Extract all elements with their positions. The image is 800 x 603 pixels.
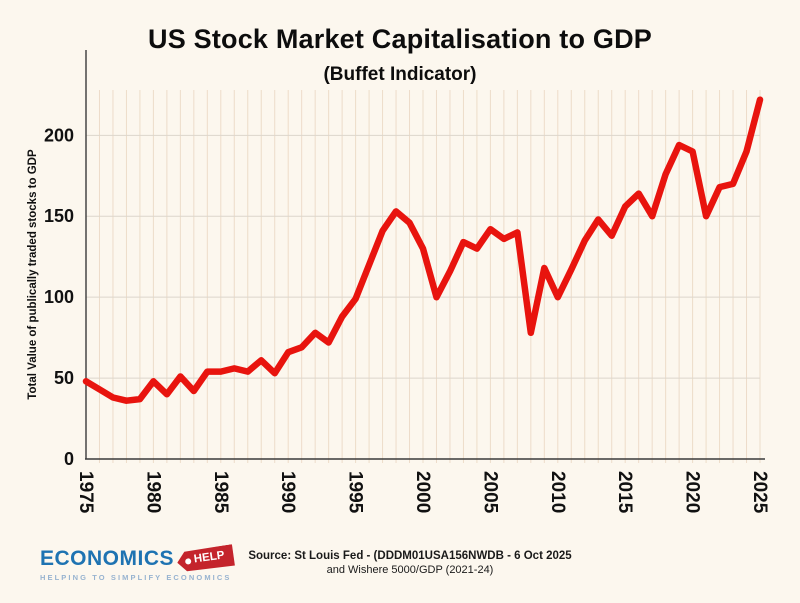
tag-hole-icon xyxy=(185,558,192,565)
x-tick-label: 1980 xyxy=(142,471,163,513)
x-tick-label: 2000 xyxy=(412,471,433,513)
buffett-indicator-line-chart: 0 50 100 150 200 1975 1980 1985 1990 1995 2000 2005… xyxy=(27,50,770,514)
series-line xyxy=(82,96,764,404)
y-tick-label: 0 xyxy=(64,449,74,469)
x-tick-label: 1995 xyxy=(345,471,366,514)
x-tick-label: 1985 xyxy=(210,471,231,514)
source-note: Source: St Louis Fed - (DDDM01USA156NWDB… xyxy=(230,550,590,576)
y-tick-label: 100 xyxy=(44,287,74,307)
x-tick-label: 2020 xyxy=(682,471,703,513)
chart-subtitle: (Buffet Indicator) xyxy=(323,64,477,85)
economics-help-logo: ECONOMICS HELP HELPING TO SIMPLIFY ECONO… xyxy=(40,548,240,582)
logo-tag-label: HELP xyxy=(193,549,226,566)
logo-tagline: HELPING TO SIMPLIFY ECONOMICS xyxy=(40,572,232,582)
source-line-1: Source: St Louis Fed - (DDDM01USA156NWDB… xyxy=(248,550,572,562)
y-tick-label: 50 xyxy=(54,368,74,388)
x-tick-label: 1975 xyxy=(75,471,96,514)
footer: ECONOMICS HELP HELPING TO SIMPLIFY ECONO… xyxy=(0,540,800,603)
y-tick-label: 200 xyxy=(44,125,74,145)
logo-text: ECONOMICS xyxy=(40,547,175,571)
logo-help-tag: HELP xyxy=(176,544,235,573)
x-tick-label: 2025 xyxy=(749,471,770,514)
chart-title: US Stock Market Capitalisation to GDP xyxy=(148,24,652,54)
source-line-2: and Wishere 5000/GDP (2021-24) xyxy=(326,564,494,576)
x-tick-label: 1990 xyxy=(277,471,298,513)
y-tick-label: 150 xyxy=(44,206,74,226)
x-tick-label: 2005 xyxy=(479,471,500,514)
x-tick-label: 2010 xyxy=(547,471,568,513)
y-axis-title: Total Value of publically traded stocks … xyxy=(27,149,39,400)
x-tick-label: 2015 xyxy=(614,471,635,514)
